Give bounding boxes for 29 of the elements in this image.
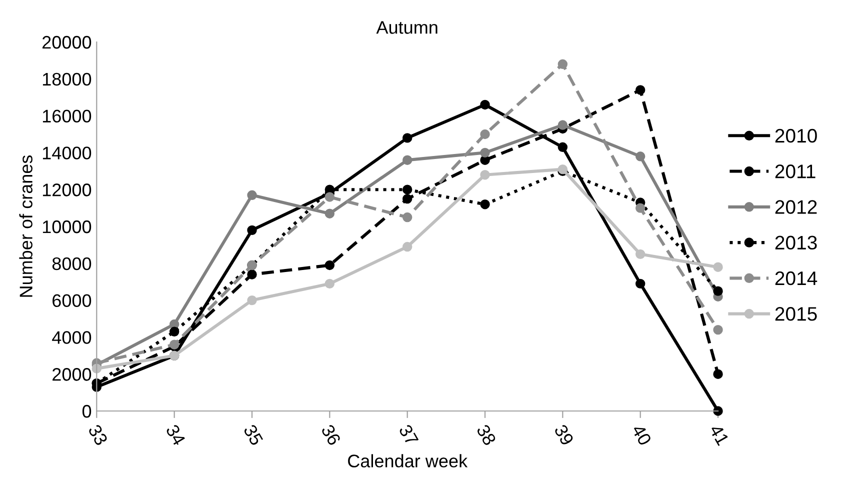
- chart-title: Autumn: [376, 21, 438, 34]
- x-axis-title: Calendar week: [348, 454, 468, 468]
- x-tick-label: 34: [165, 424, 186, 446]
- y-tick-label: 6000: [52, 294, 92, 308]
- y-tick-label: 8000: [52, 257, 92, 270]
- x-tick-label: 33: [88, 424, 108, 446]
- x-tick-label: 41: [709, 423, 730, 446]
- y-tick-label: 14000: [42, 146, 92, 160]
- y-tick-label: 2000: [52, 368, 92, 381]
- x-tick-label: 37: [398, 424, 419, 446]
- y-axis-title: Number of cranes: [19, 155, 32, 297]
- y-tick-label: 18000: [42, 72, 92, 86]
- x-tick-label: 39: [554, 424, 574, 446]
- y-tick-label: 0: [82, 404, 92, 418]
- x-tick-label: 35: [243, 424, 264, 446]
- legend-label: 2012: [775, 200, 817, 214]
- legend-label: 2015: [775, 307, 817, 321]
- legend-label: 2010: [775, 128, 817, 143]
- y-tick-label: 10000: [42, 220, 92, 234]
- y-tick-label: 20000: [42, 36, 92, 49]
- legend-label: 2013: [775, 236, 817, 250]
- legend-label: 2011: [775, 164, 816, 178]
- y-tick-label: 4000: [52, 331, 92, 344]
- legend-label: 2014: [775, 271, 818, 286]
- x-tick-label: 40: [631, 423, 652, 446]
- x-tick-label: 36: [320, 424, 342, 446]
- x-tick-label: 38: [476, 424, 497, 446]
- y-tick-label: 16000: [42, 110, 92, 123]
- y-tick-label: 12000: [42, 184, 92, 196]
